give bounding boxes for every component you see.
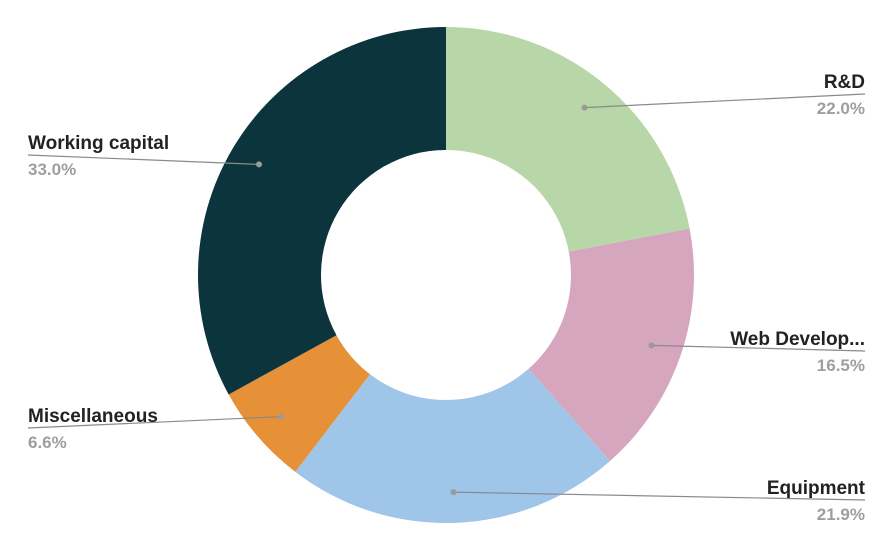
slice-miscellaneous xyxy=(228,335,371,472)
leader-line-miscellaneous xyxy=(27,416,282,429)
slice-value-miscellaneous: 6.6% xyxy=(28,433,67,452)
slice-label-working-capital: Working capital xyxy=(28,133,169,154)
donut-slices xyxy=(198,27,694,523)
slice-value-web-develop: 16.5% xyxy=(817,356,865,375)
slice-value-working-capital: 33.0% xyxy=(28,160,76,179)
slice-value-r-d: 22.0% xyxy=(817,99,865,118)
slice-label-miscellaneous: Miscellaneous xyxy=(28,406,158,427)
slice-label-web-develop: Web Develop... xyxy=(730,329,865,350)
slice-value-equipment: 21.9% xyxy=(817,505,865,524)
slice-working-capital xyxy=(198,27,446,395)
slice-equipment xyxy=(295,368,611,523)
leader-line-web-develop xyxy=(651,344,866,352)
leader-dot-r-d xyxy=(581,104,588,111)
leader-dot-miscellaneous xyxy=(278,413,285,420)
slice-r-d xyxy=(446,27,690,252)
slice-label-equipment: Equipment xyxy=(767,478,866,499)
leader-dot-equipment xyxy=(450,489,457,496)
slice-label-r-d: R&D xyxy=(824,72,865,93)
leader-line-working-capital xyxy=(27,154,260,166)
leader-line-r-d xyxy=(584,93,866,109)
leader-line-equipment xyxy=(453,491,866,501)
slice-web-develop xyxy=(528,228,694,462)
slice-annotations: R&D 22.0% Web Develop... 16.5% Equipment 21.9… xyxy=(27,72,866,524)
leader-dot-working-capital xyxy=(256,161,263,168)
leader-dot-web-develop xyxy=(648,342,655,349)
